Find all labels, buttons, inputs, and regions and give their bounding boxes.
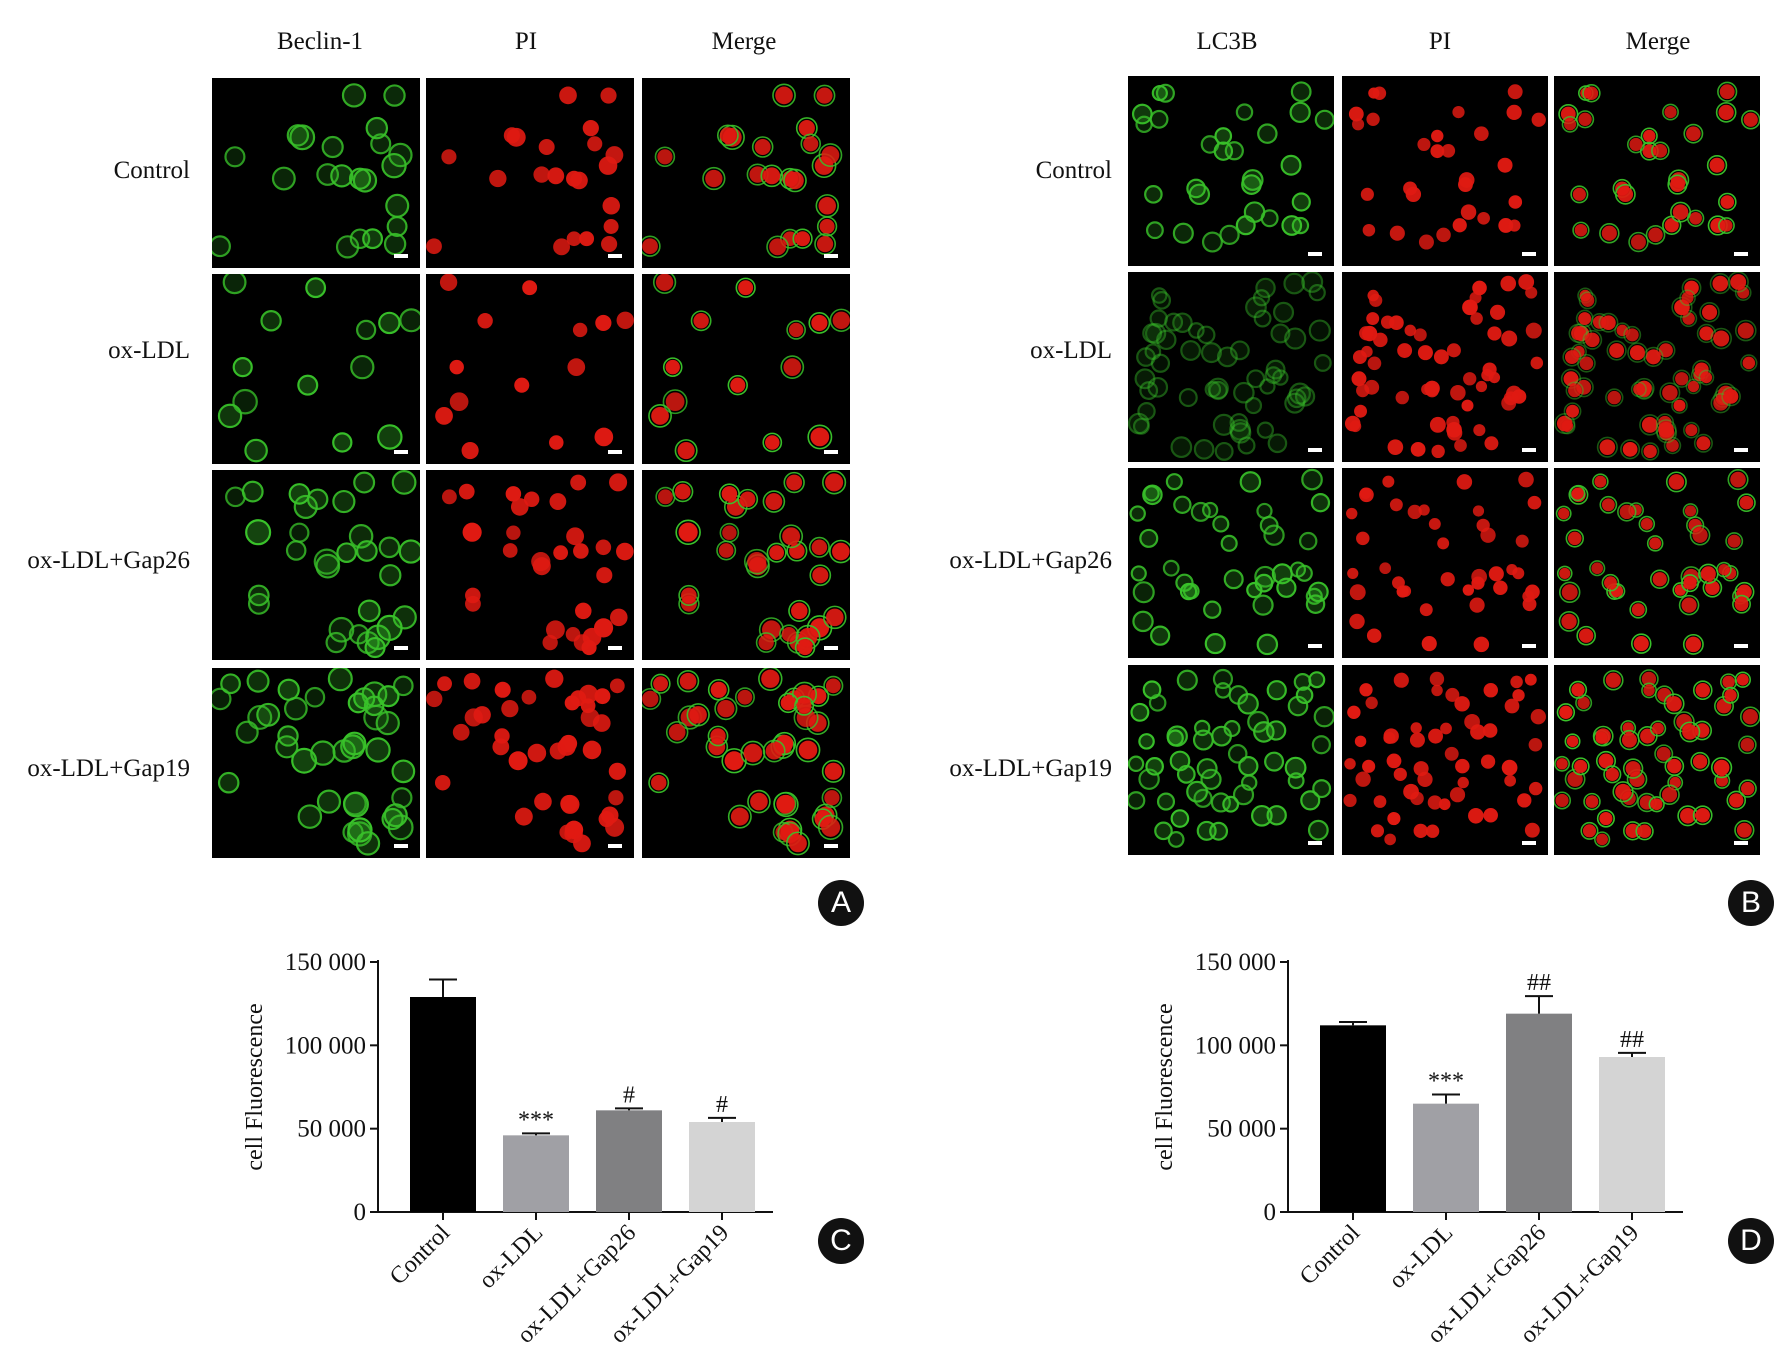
significance-label: #: [623, 1082, 635, 1108]
y-tick-label: 50 000: [297, 1116, 366, 1143]
significance-label: ##: [1620, 1027, 1644, 1053]
y-tick-label: 0: [354, 1199, 367, 1226]
micrograph-a-green: [212, 78, 420, 268]
micrograph-b-green: [1128, 76, 1334, 266]
panel-b-row-label: ox-LDL: [1030, 337, 1112, 364]
y-axis-label: cell Fluorescence: [1152, 1003, 1178, 1170]
panel-a-row-label: Control: [113, 157, 190, 184]
y-tick-label: 150 000: [285, 949, 366, 976]
micrograph-a-green: [212, 274, 420, 464]
micrograph-b-green: [1128, 665, 1334, 855]
bar: [596, 1110, 662, 1212]
significance-label: ***: [518, 1107, 554, 1133]
panel-b-row-label: ox-LDL+Gap19: [949, 755, 1112, 782]
y-tick-label: 50 000: [1207, 1116, 1276, 1143]
significance-label: ***: [1428, 1069, 1464, 1095]
micrograph-b-merge: [1554, 76, 1760, 266]
micrograph-a-red: [426, 668, 634, 858]
micrograph-b-red: [1342, 76, 1548, 266]
micrograph-a-merge: [642, 78, 850, 268]
bar-chart-d: 0 50 000 100 000 150 000 cell Fluorescence Co…: [1152, 949, 1683, 1349]
y-tick-label: 150 000: [1195, 949, 1276, 976]
panel-b-col-label: Merge: [1625, 28, 1691, 55]
micrograph-b-merge: [1554, 272, 1760, 462]
panel-a-col-label: Beclin-1: [276, 28, 364, 55]
bar: [689, 1122, 755, 1212]
y-tick-label: 100 000: [1195, 1032, 1276, 1059]
micrograph-b-merge: [1554, 468, 1760, 658]
panel-a-row-label: ox-LDL+Gap26: [27, 547, 190, 574]
micrograph-a-merge: [642, 470, 850, 660]
bar: [503, 1135, 569, 1212]
micrograph-a-red: [426, 470, 634, 660]
micrograph-b-green: [1128, 468, 1334, 658]
micrograph-a-green: [212, 668, 420, 858]
bar-chart-c: 0 50 000 100 000 150 000 cell Fluorescence Co…: [242, 949, 773, 1349]
panel-a-col-label: PI: [514, 28, 538, 55]
panel-b-badge: B: [1728, 880, 1774, 926]
x-tick-label: ox-LDL: [1384, 1220, 1458, 1294]
micrograph-b-green: [1128, 272, 1334, 462]
panel-d-badge: D: [1728, 1218, 1774, 1264]
y-axis-label: cell Fluorescence: [242, 1003, 268, 1170]
panel-b-row-label: Control: [1035, 157, 1112, 184]
bar: [410, 997, 476, 1212]
micrograph-b-merge: [1554, 665, 1760, 855]
bar: [1599, 1057, 1665, 1212]
micrograph-a-green: [212, 470, 420, 660]
panel-b-row-label: ox-LDL+Gap26: [949, 547, 1112, 574]
panel-b-col-label: PI: [1428, 28, 1452, 55]
panel-b-col-label: LC3B: [1196, 28, 1258, 55]
micrograph-b-red: [1342, 665, 1548, 855]
y-tick-label: 0: [1264, 1199, 1277, 1226]
significance-label: #: [716, 1092, 728, 1118]
significance-label: ##: [1527, 970, 1551, 996]
y-tick-label: 100 000: [285, 1032, 366, 1059]
x-tick-label: Control: [1295, 1220, 1365, 1290]
micrograph-a-red: [426, 78, 634, 268]
panel-c-badge: C: [818, 1218, 864, 1264]
micrograph-a-merge: [642, 668, 850, 858]
x-tick-label: ox-LDL: [474, 1220, 548, 1294]
x-tick-label: Control: [385, 1220, 455, 1290]
panel-a-badge: A: [818, 880, 864, 926]
panel-a-row-label: ox-LDL+Gap19: [27, 755, 190, 782]
panel-a-col-label: Merge: [711, 28, 777, 55]
bar: [1320, 1025, 1386, 1212]
micrograph-b-red: [1342, 272, 1548, 462]
micrograph-a-merge: [642, 274, 850, 464]
bar: [1506, 1013, 1572, 1212]
micrograph-a-red: [426, 274, 634, 464]
bar: [1413, 1103, 1479, 1212]
panel-a-row-label: ox-LDL: [108, 337, 190, 364]
micrograph-b-red: [1342, 468, 1548, 658]
